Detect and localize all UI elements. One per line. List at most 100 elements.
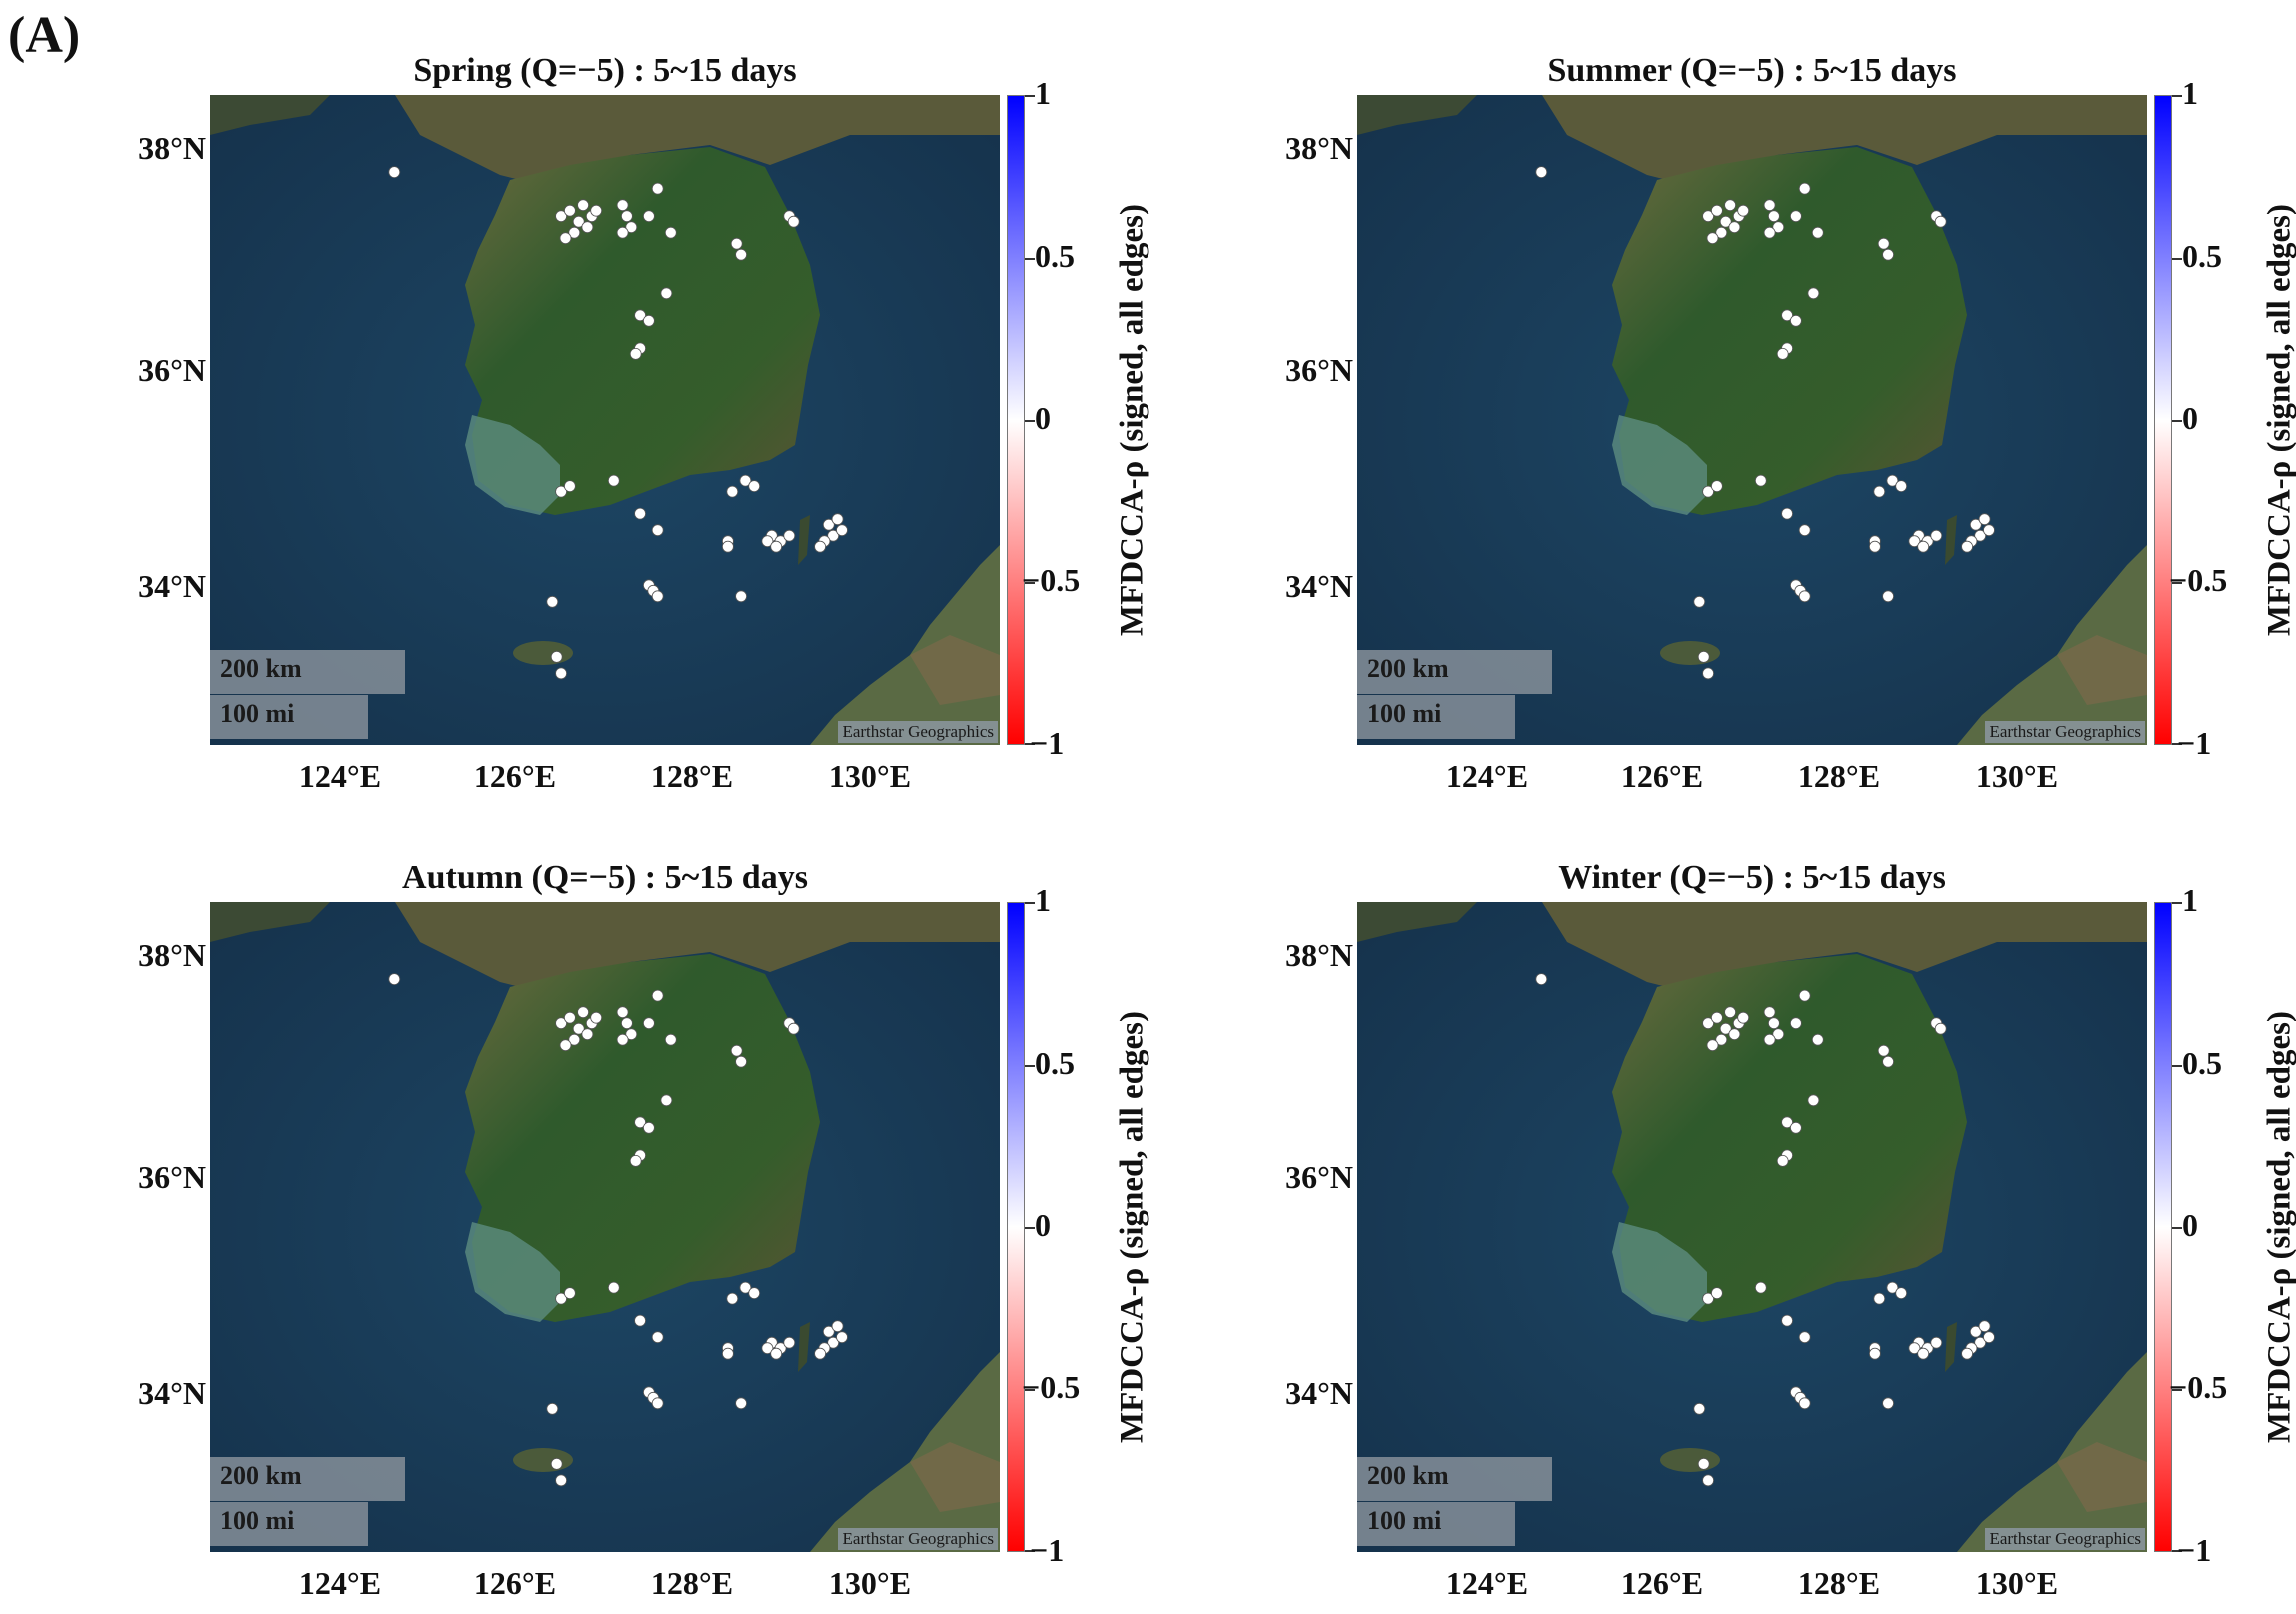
station-marker[interactable]: [722, 1347, 734, 1360]
station-marker[interactable]: [388, 973, 401, 985]
station-marker[interactable]: [1882, 590, 1894, 603]
station-marker[interactable]: [1763, 1006, 1776, 1019]
station-marker[interactable]: [822, 1325, 835, 1338]
station-marker[interactable]: [1715, 1033, 1728, 1046]
station-marker[interactable]: [748, 1287, 761, 1300]
station-marker[interactable]: [581, 221, 594, 234]
station-marker[interactable]: [739, 1281, 752, 1294]
station-marker[interactable]: [577, 1006, 590, 1019]
station-marker[interactable]: [634, 507, 647, 520]
station-marker[interactable]: [1961, 540, 1973, 553]
station-marker[interactable]: [1535, 973, 1548, 985]
station-marker[interactable]: [563, 1287, 576, 1300]
station-marker[interactable]: [555, 485, 568, 498]
station-marker[interactable]: [651, 1397, 664, 1410]
station-marker[interactable]: [1719, 1022, 1732, 1035]
station-marker[interactable]: [1798, 1397, 1811, 1410]
station-marker[interactable]: [1869, 1347, 1881, 1360]
station-marker[interactable]: [559, 1039, 572, 1052]
station-marker[interactable]: [555, 1474, 568, 1487]
map-area[interactable]: 200 km 100 mi Earthstar Geographics: [1357, 902, 2147, 1552]
station-marker[interactable]: [1882, 248, 1894, 261]
station-marker[interactable]: [651, 989, 664, 1002]
station-marker[interactable]: [822, 518, 835, 531]
station-marker[interactable]: [1710, 480, 1723, 493]
station-marker[interactable]: [1978, 1320, 1991, 1333]
station-marker[interactable]: [1908, 535, 1921, 548]
station-marker[interactable]: [1702, 1474, 1715, 1487]
station-marker[interactable]: [1978, 513, 1991, 526]
station-marker[interactable]: [1969, 518, 1982, 531]
station-marker[interactable]: [1789, 1017, 1802, 1030]
station-marker[interactable]: [1811, 1033, 1824, 1046]
station-marker[interactable]: [735, 590, 747, 603]
station-marker[interactable]: [1702, 667, 1715, 680]
station-marker[interactable]: [1715, 226, 1728, 239]
station-marker[interactable]: [664, 226, 677, 239]
station-marker[interactable]: [1886, 1281, 1899, 1294]
station-marker[interactable]: [1693, 1402, 1706, 1415]
station-marker[interactable]: [642, 314, 655, 327]
station-marker[interactable]: [1798, 182, 1811, 195]
station-marker[interactable]: [642, 1017, 655, 1030]
station-marker[interactable]: [1895, 480, 1908, 493]
station-marker[interactable]: [620, 210, 633, 223]
station-marker[interactable]: [1908, 1342, 1921, 1355]
station-marker[interactable]: [739, 474, 752, 487]
station-marker[interactable]: [563, 204, 576, 217]
station-marker[interactable]: [1763, 1033, 1776, 1046]
station-marker[interactable]: [1728, 1028, 1741, 1041]
station-marker[interactable]: [1535, 166, 1548, 178]
station-marker[interactable]: [1767, 1017, 1780, 1030]
station-marker[interactable]: [1789, 314, 1802, 327]
station-marker[interactable]: [555, 1292, 568, 1305]
station-marker[interactable]: [1974, 529, 1987, 542]
station-marker[interactable]: [625, 1028, 638, 1041]
station-marker[interactable]: [1697, 1458, 1710, 1470]
station-marker[interactable]: [1798, 1331, 1811, 1344]
station-marker[interactable]: [629, 347, 642, 360]
station-marker[interactable]: [1719, 215, 1732, 228]
station-marker[interactable]: [1781, 1116, 1794, 1129]
station-marker[interactable]: [1974, 1336, 1987, 1349]
station-marker[interactable]: [1702, 485, 1715, 498]
station-marker[interactable]: [1882, 1397, 1894, 1410]
map-area[interactable]: 200 km 100 mi Earthstar Geographics: [210, 95, 1000, 745]
station-marker[interactable]: [550, 651, 563, 663]
station-marker[interactable]: [748, 480, 761, 493]
station-marker[interactable]: [616, 226, 629, 239]
station-marker[interactable]: [642, 210, 655, 223]
station-marker[interactable]: [1754, 474, 1767, 487]
station-marker[interactable]: [1886, 474, 1899, 487]
station-marker[interactable]: [787, 1022, 800, 1035]
station-marker[interactable]: [1789, 210, 1802, 223]
station-marker[interactable]: [735, 1397, 747, 1410]
station-marker[interactable]: [1781, 309, 1794, 322]
station-marker[interactable]: [555, 210, 568, 223]
station-marker[interactable]: [735, 248, 747, 261]
station-marker[interactable]: [1807, 1094, 1820, 1107]
station-marker[interactable]: [555, 1017, 568, 1030]
station-marker[interactable]: [651, 182, 664, 195]
station-marker[interactable]: [634, 1116, 647, 1129]
station-marker[interactable]: [1697, 651, 1710, 663]
station-marker[interactable]: [546, 1402, 559, 1415]
station-marker[interactable]: [1702, 1017, 1715, 1030]
station-marker[interactable]: [563, 480, 576, 493]
station-marker[interactable]: [1930, 1336, 1943, 1349]
station-marker[interactable]: [620, 1017, 633, 1030]
station-marker[interactable]: [1807, 287, 1820, 300]
station-marker[interactable]: [1710, 204, 1723, 217]
station-marker[interactable]: [1772, 1028, 1785, 1041]
station-marker[interactable]: [1693, 595, 1706, 608]
station-marker[interactable]: [722, 540, 734, 553]
station-marker[interactable]: [761, 535, 774, 548]
station-marker[interactable]: [634, 309, 647, 322]
map-area[interactable]: 200 km 100 mi Earthstar Geographics: [210, 902, 1000, 1552]
station-marker[interactable]: [730, 1044, 743, 1057]
station-marker[interactable]: [1710, 1011, 1723, 1024]
station-marker[interactable]: [1917, 1347, 1930, 1360]
station-marker[interactable]: [1798, 590, 1811, 603]
station-marker[interactable]: [1772, 221, 1785, 234]
station-marker[interactable]: [629, 1154, 642, 1167]
